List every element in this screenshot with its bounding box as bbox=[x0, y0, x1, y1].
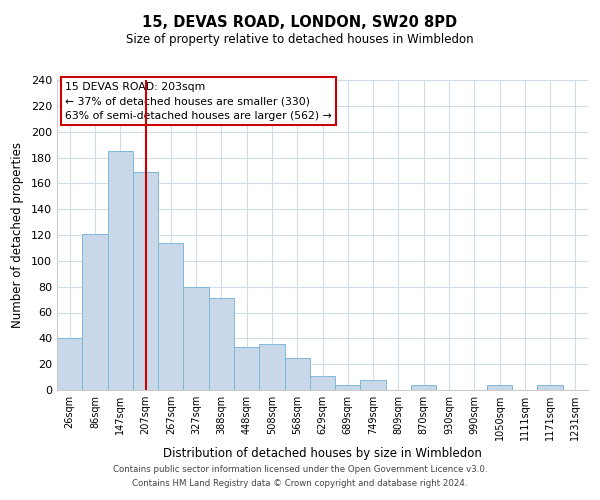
Bar bbox=[158, 243, 184, 390]
Bar bbox=[107, 151, 133, 390]
Bar bbox=[57, 338, 82, 390]
Bar bbox=[82, 234, 107, 390]
Bar bbox=[335, 385, 361, 390]
Bar bbox=[259, 344, 284, 390]
Text: 15 DEVAS ROAD: 203sqm
← 37% of detached houses are smaller (330)
63% of semi-det: 15 DEVAS ROAD: 203sqm ← 37% of detached … bbox=[65, 82, 332, 121]
Bar bbox=[411, 385, 436, 390]
Bar bbox=[361, 380, 386, 390]
Bar bbox=[234, 348, 259, 390]
Text: Contains public sector information licensed under the Open Government Licence v3: Contains public sector information licen… bbox=[113, 465, 487, 474]
Bar bbox=[133, 172, 158, 390]
Bar bbox=[184, 286, 209, 390]
Bar bbox=[284, 358, 310, 390]
X-axis label: Distribution of detached houses by size in Wimbledon: Distribution of detached houses by size … bbox=[163, 447, 482, 460]
Bar bbox=[310, 376, 335, 390]
Text: Contains HM Land Registry data © Crown copyright and database right 2024.: Contains HM Land Registry data © Crown c… bbox=[132, 478, 468, 488]
Text: 15, DEVAS ROAD, LONDON, SW20 8PD: 15, DEVAS ROAD, LONDON, SW20 8PD bbox=[142, 15, 458, 30]
Text: Size of property relative to detached houses in Wimbledon: Size of property relative to detached ho… bbox=[126, 32, 474, 46]
Y-axis label: Number of detached properties: Number of detached properties bbox=[11, 142, 24, 328]
Bar bbox=[538, 385, 563, 390]
Bar bbox=[487, 385, 512, 390]
Bar bbox=[209, 298, 234, 390]
